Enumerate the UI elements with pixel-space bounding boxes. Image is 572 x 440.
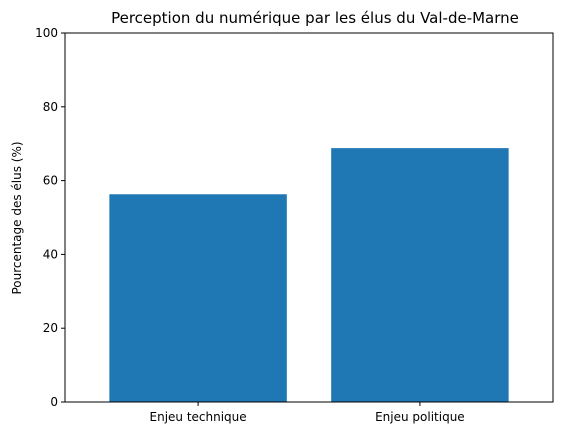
y-tick-label: 40	[43, 247, 58, 261]
x-tick-label: Enjeu politique	[375, 410, 465, 424]
y-tick-label: 20	[43, 321, 58, 335]
bar-1	[331, 148, 509, 402]
y-tick-label: 60	[43, 174, 58, 188]
y-tick-label: 0	[50, 395, 58, 409]
x-tick-label: Enjeu technique	[150, 410, 247, 424]
y-tick-label: 100	[35, 26, 58, 40]
chart-title: Perception du numérique par les élus du …	[111, 9, 519, 27]
axes-frame	[64, 32, 554, 403]
plot-area: 0 20 40 60 80 100 Enjeu technique Enjeu politiq…	[35, 26, 554, 424]
bar-0	[109, 194, 287, 402]
y-tick-label: 80	[43, 100, 58, 114]
y-axis-label: Pourcentage des élus (%)	[10, 141, 24, 294]
